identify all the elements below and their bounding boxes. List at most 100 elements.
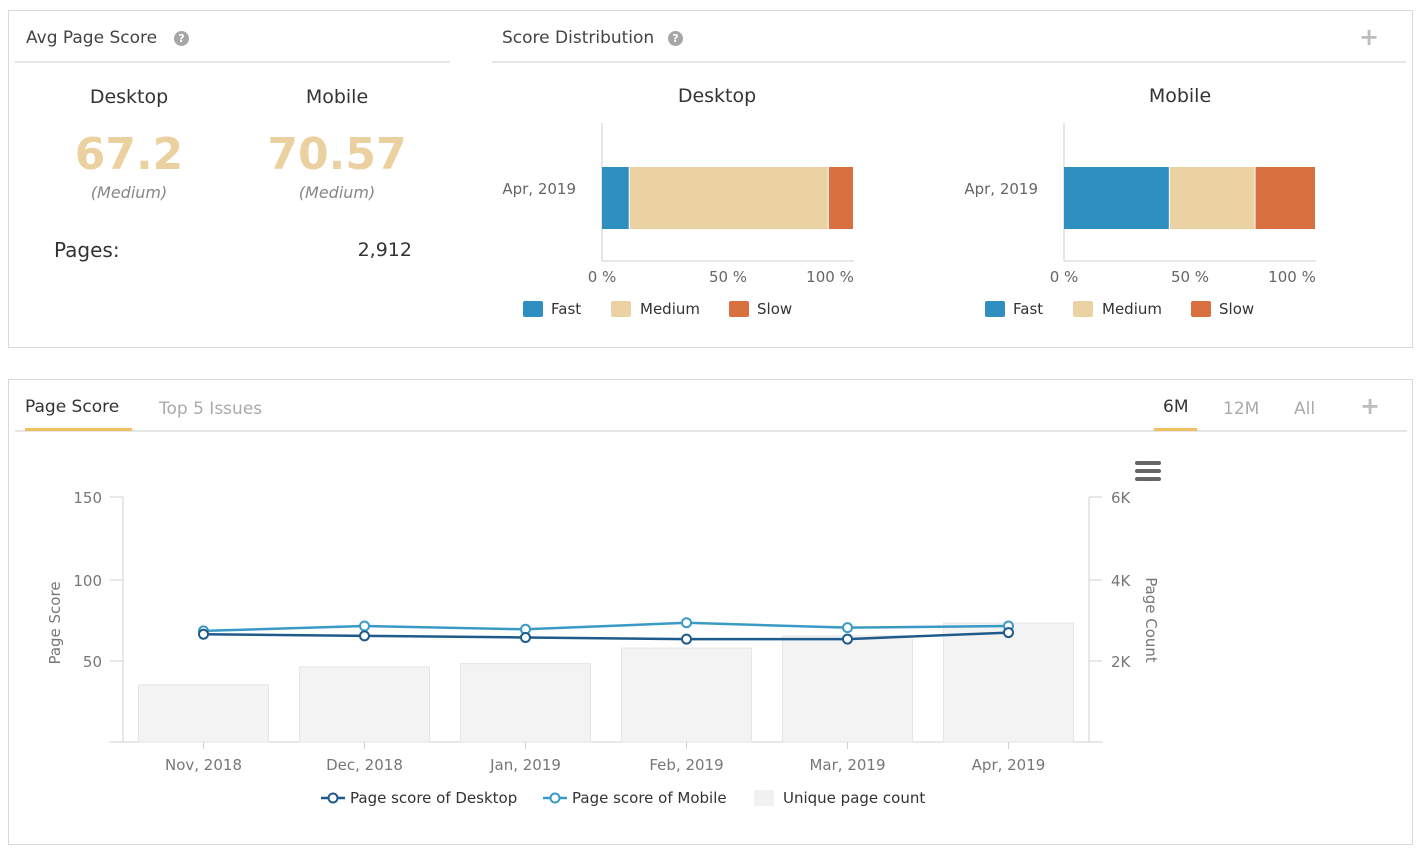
legend-swatch-medium[interactable] xyxy=(611,301,631,317)
legend-label-slow[interactable]: Slow xyxy=(757,300,793,318)
legend-swatch-medium[interactable] xyxy=(1073,301,1093,317)
x-tick-label: Jan, 2019 xyxy=(489,756,561,774)
y-tick-label: 50 xyxy=(83,653,102,671)
mobile-dist-title: Mobile xyxy=(1148,85,1212,107)
page-count-bar[interactable] xyxy=(138,684,269,743)
desktop-score-line xyxy=(203,631,1009,641)
legend-swatch-fast[interactable] xyxy=(985,301,1005,317)
legend-swatch-slow[interactable] xyxy=(729,301,749,317)
category-label: Apr, 2019 xyxy=(964,180,1038,198)
x-tick-label: 100 % xyxy=(1268,268,1316,286)
bar-segment-slow[interactable] xyxy=(1255,167,1315,229)
mobile-score-point[interactable] xyxy=(359,620,370,632)
mobile-distribution-chart: Apr, 2019 0 % 50 % 100 % xyxy=(964,123,1316,286)
tab-page-score[interactable]: Page Score xyxy=(25,397,119,417)
active-range-underline xyxy=(1154,428,1197,431)
legend-swatch-slow[interactable] xyxy=(1191,301,1211,317)
y2-tick-label: 6K xyxy=(1111,489,1132,507)
bar-segment-medium[interactable] xyxy=(1169,167,1255,229)
unique-page-count-bars xyxy=(138,622,1074,743)
x-tick-label: 0 % xyxy=(1050,268,1079,286)
legend-label-mobile[interactable]: Page score of Mobile xyxy=(572,789,727,807)
pages-value: 2,912 xyxy=(357,239,412,261)
x-tick-label: Apr, 2019 xyxy=(972,756,1046,774)
chart-menu-icon[interactable] xyxy=(1135,461,1161,481)
mobile-score-point[interactable] xyxy=(842,622,853,634)
score-lines xyxy=(198,617,1014,645)
help-icon[interactable]: ? xyxy=(668,31,683,46)
x-tick-label: 50 % xyxy=(1171,268,1209,286)
mobile-score: 70.57 xyxy=(267,129,407,180)
legend-label-slow[interactable]: Slow xyxy=(1219,300,1255,318)
range-label: All xyxy=(1294,399,1316,419)
page-count-bar[interactable] xyxy=(782,635,913,743)
bar-segment-fast[interactable] xyxy=(602,167,629,229)
mobile-bars xyxy=(1064,167,1315,229)
range-label: 12M xyxy=(1223,399,1260,419)
y-tick-label: 150 xyxy=(73,489,102,507)
tab-label: Top 5 Issues xyxy=(159,399,263,419)
category-label: Apr, 2019 xyxy=(502,180,576,198)
panel-title: Score Distribution xyxy=(502,28,655,48)
x-tick-label: 50 % xyxy=(709,268,747,286)
panel-title: Avg Page Score xyxy=(26,28,158,48)
bar-segment-fast[interactable] xyxy=(1064,167,1169,229)
desktop-dist-title: Desktop xyxy=(677,85,757,107)
mobile-label: Mobile xyxy=(305,86,369,108)
desktop-score-point[interactable] xyxy=(1003,627,1014,639)
score-distribution-panel: Score Distribution ? + Desktop Apr, 2019… xyxy=(488,10,1413,348)
x-tick-label: 0 % xyxy=(588,268,617,286)
page-count-bar[interactable] xyxy=(943,622,1074,743)
mobile-score-point[interactable] xyxy=(681,617,692,629)
mobile-rating: (Medium) xyxy=(298,183,376,202)
avg-page-score-panel: Avg Page Score ? Desktop Mobile 67.2 70.… xyxy=(8,10,491,348)
score-distribution-header: Score Distribution ? + xyxy=(492,11,1406,63)
legend-label-medium[interactable]: Medium xyxy=(640,300,700,318)
y2-tick-label: 2K xyxy=(1111,653,1132,671)
legend-label-page-count[interactable]: Unique page count xyxy=(783,789,926,807)
page-count-bar[interactable] xyxy=(621,647,752,743)
range-all[interactable]: All xyxy=(1294,399,1315,419)
legend-label-medium[interactable]: Medium xyxy=(1102,300,1162,318)
desktop-score-point[interactable] xyxy=(842,633,853,645)
x-tick-label: Nov, 2018 xyxy=(165,756,242,774)
y2-tick-label: 4K xyxy=(1111,572,1132,590)
desktop-label: Desktop xyxy=(89,86,169,108)
x-tick-label: Dec, 2018 xyxy=(326,756,403,774)
bar-segment-slow[interactable] xyxy=(828,167,853,229)
desktop-score-point[interactable] xyxy=(520,631,531,643)
x-tick-labels: Nov, 2018 Dec, 2018 Jan, 2019 Feb, 2019 Mar,… xyxy=(165,742,1045,774)
legend-swatch-page-count[interactable] xyxy=(754,790,774,806)
add-icon[interactable]: + xyxy=(1359,23,1380,51)
desktop-distribution-chart: Apr, 2019 0 % 50 % 100 % xyxy=(502,123,854,286)
page-score-panel: Page Score Top 5 Issues 6M 12M All + xyxy=(8,379,1413,845)
add-icon[interactable]: + xyxy=(1360,392,1381,420)
tab-top-5-issues[interactable]: Top 5 Issues xyxy=(159,399,262,419)
y2-axis-title: Page Count xyxy=(1142,577,1160,663)
desktop-rating: (Medium) xyxy=(90,183,168,202)
desktop-score-point[interactable] xyxy=(198,628,209,640)
range-label: 6M xyxy=(1163,397,1189,417)
page-count-bar[interactable] xyxy=(299,666,430,743)
legend-mobile-marker[interactable] xyxy=(543,790,567,806)
bar-segment-medium[interactable] xyxy=(629,167,828,229)
help-icon[interactable]: ? xyxy=(174,31,189,46)
mobile-score-line xyxy=(203,621,1009,633)
legend-label-fast[interactable]: Fast xyxy=(551,300,582,318)
legend-swatch-fast[interactable] xyxy=(523,301,543,317)
desktop-score-point[interactable] xyxy=(359,630,370,642)
range-12m[interactable]: 12M xyxy=(1223,399,1259,419)
y-tick-label: 100 xyxy=(73,572,102,590)
active-tab-underline xyxy=(25,428,132,431)
tab-bar: Page Score Top 5 Issues 6M 12M All + xyxy=(15,380,1407,432)
x-tick-label: Mar, 2019 xyxy=(809,756,885,774)
legend-label-fast[interactable]: Fast xyxy=(1013,300,1044,318)
range-6m[interactable]: 6M xyxy=(1163,397,1188,417)
page-count-bar[interactable] xyxy=(460,663,591,743)
page-score-chart: 150 100 50 6K 4K 2K Page Score Page Coun… xyxy=(46,489,1160,774)
legend-desktop-marker[interactable] xyxy=(321,790,345,806)
legend-label-desktop[interactable]: Page score of Desktop xyxy=(350,789,518,807)
x-tick-label: 100 % xyxy=(806,268,854,286)
desktop-score-point[interactable] xyxy=(681,633,692,645)
avg-page-score-header: Avg Page Score ? xyxy=(15,11,450,63)
